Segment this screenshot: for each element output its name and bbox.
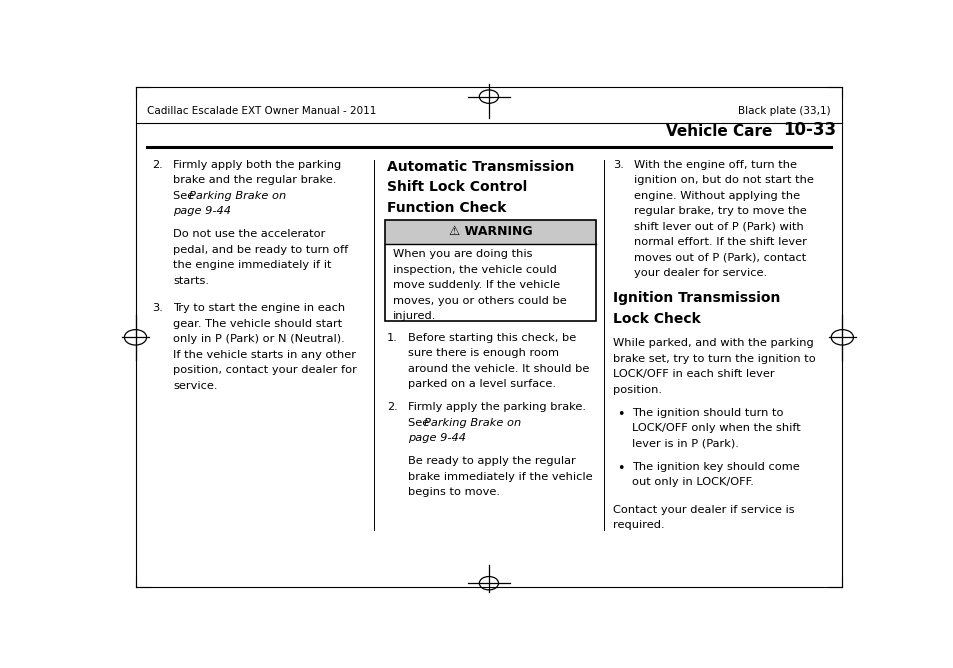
Text: Shift Lock Control: Shift Lock Control — [387, 180, 527, 194]
Text: Firmly apply the parking brake.: Firmly apply the parking brake. — [407, 402, 585, 412]
Text: shift lever out of P (Park) with: shift lever out of P (Park) with — [633, 222, 802, 232]
Text: Parking Brake on: Parking Brake on — [190, 191, 287, 201]
Text: Contact your dealer if service is: Contact your dealer if service is — [613, 505, 794, 515]
Text: inspection, the vehicle could: inspection, the vehicle could — [393, 265, 557, 275]
Text: gear. The vehicle should start: gear. The vehicle should start — [173, 319, 342, 329]
Text: lever is in P (Park).: lever is in P (Park). — [631, 439, 738, 449]
Text: out only in LOCK/OFF.: out only in LOCK/OFF. — [631, 477, 753, 487]
Text: moves, you or others could be: moves, you or others could be — [393, 296, 566, 306]
Text: Black plate (33,1): Black plate (33,1) — [737, 106, 830, 116]
Text: sure there is enough room: sure there is enough room — [407, 348, 558, 358]
Text: With the engine off, turn the: With the engine off, turn the — [633, 160, 796, 170]
Text: page 9-44: page 9-44 — [407, 433, 465, 443]
Text: ignition on, but do not start the: ignition on, but do not start the — [633, 175, 813, 185]
Text: only in P (Park) or N (Neutral).: only in P (Park) or N (Neutral). — [173, 334, 345, 344]
Text: begins to move.: begins to move. — [407, 487, 499, 497]
Text: Before starting this check, be: Before starting this check, be — [407, 333, 576, 343]
Text: your dealer for service.: your dealer for service. — [633, 268, 766, 278]
Text: position, contact your dealer for: position, contact your dealer for — [173, 365, 356, 375]
Text: brake and the regular brake.: brake and the regular brake. — [173, 175, 336, 185]
Text: normal effort. If the shift lever: normal effort. If the shift lever — [633, 237, 806, 247]
Text: service.: service. — [173, 381, 217, 391]
Text: moves out of P (Park), contact: moves out of P (Park), contact — [633, 253, 805, 263]
Text: 3.: 3. — [613, 160, 623, 170]
Text: The ignition key should come: The ignition key should come — [631, 462, 799, 472]
Text: Vehicle Care: Vehicle Care — [665, 124, 772, 139]
Text: Cadillac Escalade EXT Owner Manual - 2011: Cadillac Escalade EXT Owner Manual - 201… — [147, 106, 376, 116]
Text: Parking Brake on: Parking Brake on — [423, 418, 520, 428]
Text: 2.: 2. — [152, 160, 163, 170]
Bar — [385, 220, 596, 321]
Text: engine. Without applying the: engine. Without applying the — [633, 191, 800, 201]
Text: the engine immediately if it: the engine immediately if it — [173, 261, 332, 270]
Text: parked on a level surface.: parked on a level surface. — [407, 379, 555, 389]
Text: See: See — [173, 191, 198, 201]
Text: 3.: 3. — [152, 303, 163, 313]
Bar — [385, 220, 596, 244]
Text: ⚠ WARNING: ⚠ WARNING — [449, 225, 532, 238]
Text: 2.: 2. — [387, 402, 397, 412]
Text: LOCK/OFF only when the shift: LOCK/OFF only when the shift — [631, 424, 800, 434]
Text: Function Check: Function Check — [387, 201, 506, 215]
Text: page 9-44: page 9-44 — [173, 206, 231, 216]
Text: See: See — [407, 418, 432, 428]
Text: pedal, and be ready to turn off: pedal, and be ready to turn off — [173, 244, 348, 255]
Text: Try to start the engine in each: Try to start the engine in each — [173, 303, 345, 313]
Text: Automatic Transmission: Automatic Transmission — [387, 160, 574, 174]
Text: Be ready to apply the regular: Be ready to apply the regular — [407, 456, 575, 466]
Text: •: • — [617, 407, 623, 421]
Text: .: . — [452, 433, 456, 443]
Text: Do not use the accelerator: Do not use the accelerator — [173, 229, 325, 239]
Text: The ignition should turn to: The ignition should turn to — [631, 407, 782, 418]
Text: required.: required. — [613, 520, 664, 530]
Text: LOCK/OFF in each shift lever: LOCK/OFF in each shift lever — [613, 369, 774, 379]
Text: move suddenly. If the vehicle: move suddenly. If the vehicle — [393, 281, 559, 291]
Text: injured.: injured. — [393, 311, 436, 321]
Text: While parked, and with the parking: While parked, and with the parking — [613, 339, 813, 349]
Text: around the vehicle. It should be: around the vehicle. It should be — [407, 363, 588, 373]
Text: When you are doing this: When you are doing this — [393, 249, 532, 259]
Text: brake immediately if the vehicle: brake immediately if the vehicle — [407, 472, 592, 482]
Text: regular brake, try to move the: regular brake, try to move the — [633, 206, 805, 216]
Text: starts.: starts. — [173, 276, 209, 286]
Text: •: • — [617, 462, 623, 475]
Text: .: . — [217, 206, 221, 216]
Text: brake set, try to turn the ignition to: brake set, try to turn the ignition to — [613, 354, 815, 364]
Text: 10-33: 10-33 — [782, 121, 836, 139]
Text: Firmly apply both the parking: Firmly apply both the parking — [173, 160, 341, 170]
Text: Lock Check: Lock Check — [613, 311, 700, 325]
Text: Ignition Transmission: Ignition Transmission — [613, 291, 780, 305]
Text: 1.: 1. — [387, 333, 397, 343]
Text: position.: position. — [613, 385, 661, 395]
Text: If the vehicle starts in any other: If the vehicle starts in any other — [173, 349, 355, 359]
